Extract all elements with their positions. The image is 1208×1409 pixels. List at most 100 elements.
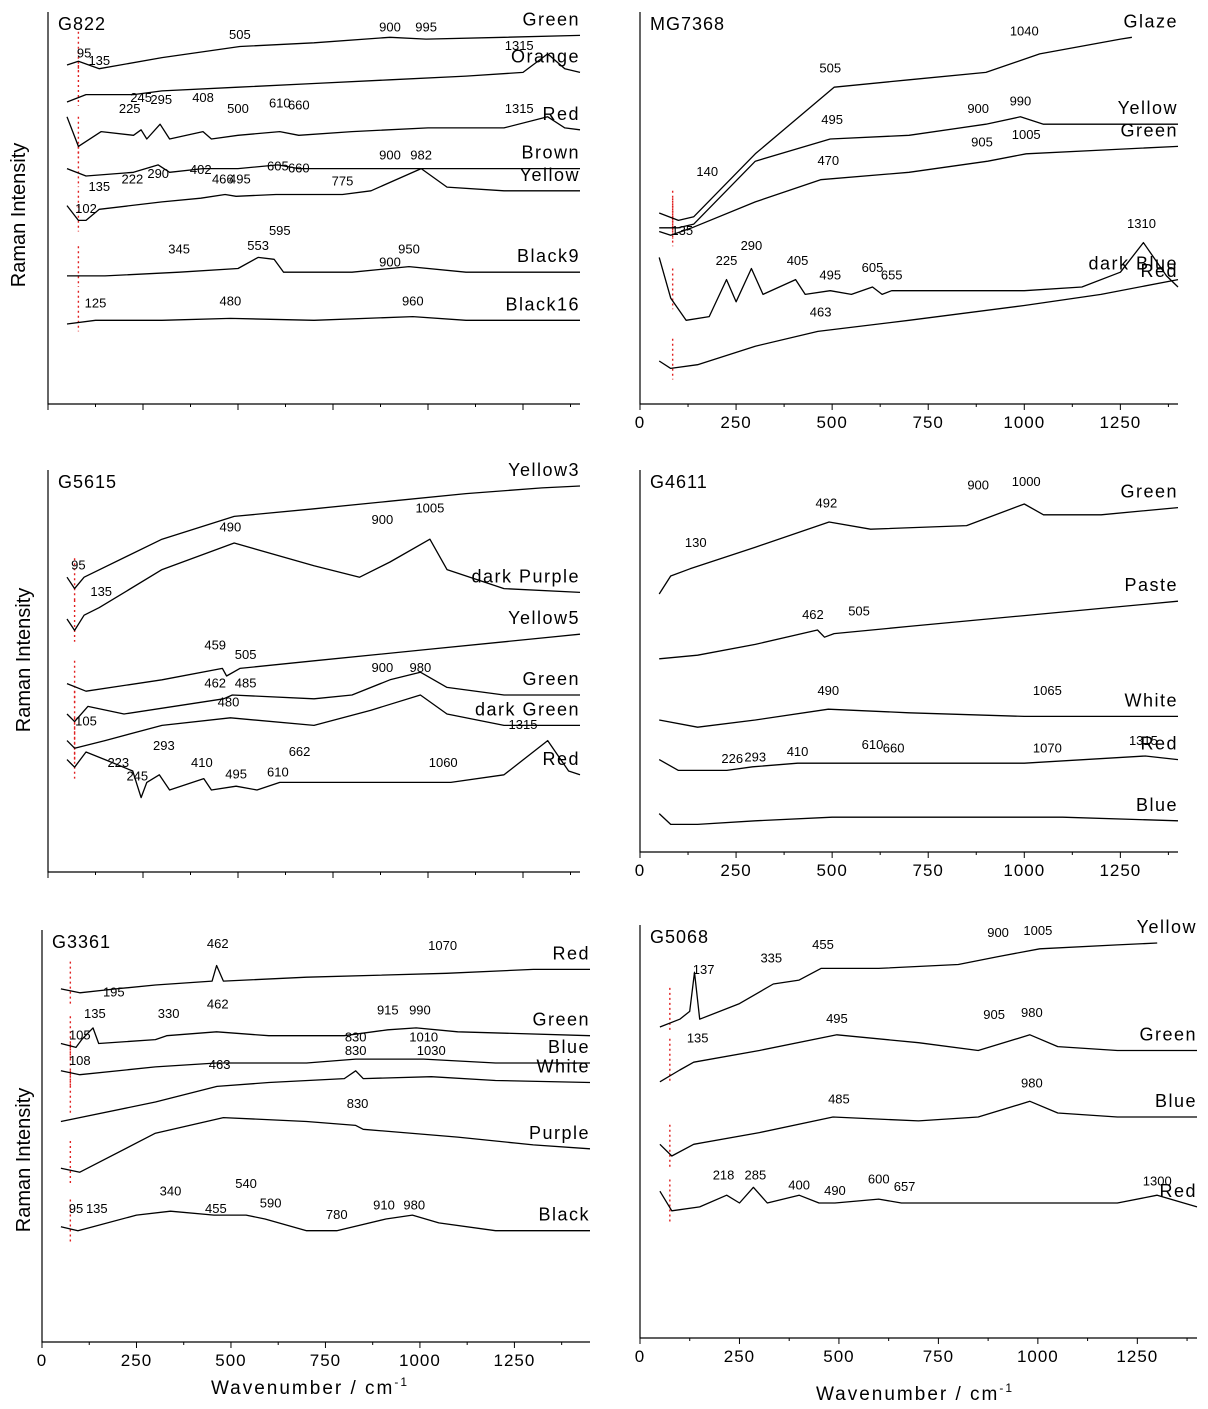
panel-axes xyxy=(47,470,580,873)
peak-label: 340 xyxy=(160,1184,182,1199)
peak-label: 245 xyxy=(130,90,152,105)
peak-label: 610 xyxy=(862,737,884,752)
peak-label: 1040 xyxy=(1010,23,1039,38)
series-label: Red xyxy=(1140,261,1178,281)
series-label: Blue xyxy=(1155,1091,1197,1111)
peak-label: 135 xyxy=(86,1201,108,1216)
y-axis-label-bottom: Raman Intensity xyxy=(13,1088,35,1233)
peak-label: 295 xyxy=(150,92,172,107)
series-line xyxy=(658,503,1179,595)
peak-label: 135 xyxy=(84,1006,106,1021)
peak-label: 600 xyxy=(868,1171,890,1186)
peak-label: 900 xyxy=(967,478,989,493)
series-line xyxy=(66,167,580,222)
series-label: Yellow xyxy=(1137,917,1197,937)
panel-2: G5615 Yellow3 dark Purple 95 490 900 1005 135 Ye… xyxy=(47,460,581,878)
x-tick-label: 500 xyxy=(816,861,847,880)
x-tick-label: 0 xyxy=(635,413,645,432)
peak-label: 466 xyxy=(212,171,234,186)
peak-label: 245 xyxy=(126,769,148,784)
peak-label: 480 xyxy=(218,694,240,709)
peak-label: 540 xyxy=(235,1176,257,1191)
x-tick-label: 1000 xyxy=(399,1351,441,1370)
x-axis-label-right-main: Wavenumber / cm xyxy=(816,1384,999,1405)
series-label: Glaze xyxy=(1123,11,1178,31)
peak-label: 408 xyxy=(192,90,214,105)
peak-label: 505 xyxy=(235,647,257,662)
series-label: Red xyxy=(1159,1181,1197,1201)
peak-label: 105 xyxy=(69,1028,91,1043)
peak-label: 492 xyxy=(816,496,838,511)
series-line xyxy=(60,1058,590,1076)
peak-label: 462 xyxy=(207,996,229,1011)
series-label: Yellow5 xyxy=(508,608,580,628)
series-line xyxy=(659,708,1178,728)
series-line xyxy=(659,1034,1197,1083)
series-line xyxy=(658,813,1179,826)
peak-label: 490 xyxy=(817,683,839,698)
peak-label: 402 xyxy=(190,162,212,177)
peak-label: 495 xyxy=(819,268,841,283)
peak-label: 1315 xyxy=(509,717,538,732)
series-line xyxy=(658,241,1179,321)
panel-axes xyxy=(639,925,1197,1339)
peak-label: 290 xyxy=(741,238,763,253)
peak-label: 195 xyxy=(103,985,125,1000)
peak-label: 505 xyxy=(229,27,251,42)
peak-label: 95 xyxy=(71,558,85,573)
x-tick-label: 500 xyxy=(823,1347,854,1366)
peak-label: 1005 xyxy=(415,501,444,516)
series-label: Red xyxy=(1140,734,1178,754)
peak-label: 605 xyxy=(862,260,884,275)
peak-label: 495 xyxy=(225,767,247,782)
series-label: Purple xyxy=(529,1123,590,1143)
peak-label: 900 xyxy=(987,925,1009,940)
peak-label: 900 xyxy=(379,20,401,35)
peak-label: 485 xyxy=(235,675,257,690)
peak-label: 900 xyxy=(372,512,394,527)
panel-title: G5615 xyxy=(58,472,117,492)
peak-label: 455 xyxy=(205,1201,227,1216)
peak-label: 345 xyxy=(168,242,190,257)
peak-label: 335 xyxy=(760,951,782,966)
series-label: Black16 xyxy=(505,294,580,314)
peak-label: 662 xyxy=(289,744,311,759)
peak-label: 410 xyxy=(787,744,809,759)
peak-label: 490 xyxy=(824,1183,846,1198)
series-line xyxy=(659,1186,1198,1212)
peak-label: 1315 xyxy=(505,38,534,53)
series-label: Yellow3 xyxy=(508,460,580,480)
x-tick-label: 250 xyxy=(720,861,751,880)
peak-label: 980 xyxy=(1021,1076,1043,1091)
series-label: Yellow xyxy=(520,165,580,185)
series-label: Blue xyxy=(548,1037,590,1057)
series-line xyxy=(66,739,581,799)
peak-label: 655 xyxy=(881,268,903,283)
peak-label: 830 xyxy=(345,1043,367,1058)
peak-label: 657 xyxy=(894,1179,916,1194)
peak-label: 500 xyxy=(227,101,249,116)
series-line xyxy=(659,145,1179,236)
peak-label: 995 xyxy=(415,20,437,35)
series-line xyxy=(66,315,580,325)
series-label: Blue xyxy=(1136,795,1178,815)
peak-label: 293 xyxy=(153,738,175,753)
peak-label: 400 xyxy=(788,1177,810,1192)
peak-label: 1070 xyxy=(428,938,457,953)
panel-1: 0 250 500 750 1000 1250 MG7368 Glaze 505 1040 Yell… xyxy=(635,11,1179,432)
peak-label: 1005 xyxy=(1023,923,1052,938)
peak-label: 135 xyxy=(88,179,110,194)
series-line xyxy=(659,116,1178,229)
peak-label: 290 xyxy=(147,166,169,181)
peak-label: 410 xyxy=(191,755,213,770)
peak-label: 990 xyxy=(409,1002,431,1017)
series-line xyxy=(658,755,1179,772)
peak-label: 1000 xyxy=(1012,474,1041,489)
peak-label: 108 xyxy=(69,1053,91,1068)
peak-label: 135 xyxy=(687,1031,709,1046)
peak-label: 462 xyxy=(207,936,229,951)
peak-label: 495 xyxy=(826,1011,848,1026)
series-label: Green xyxy=(1120,120,1178,140)
peak-label: 610 xyxy=(267,765,289,780)
peak-label: 960 xyxy=(402,294,424,309)
